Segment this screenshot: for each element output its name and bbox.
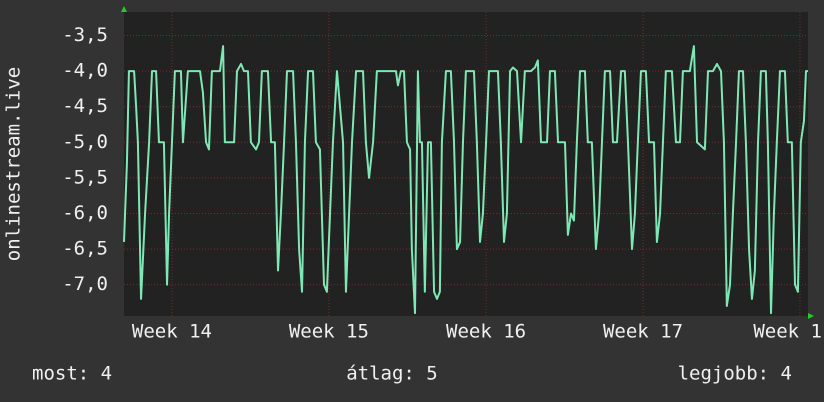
stat-best: legjobb: 4 — [678, 363, 792, 385]
x-tick-label: Week 16 — [446, 321, 526, 343]
y-tick-label: -5,5 — [62, 166, 108, 188]
plot-area — [124, 12, 808, 316]
x-tick-label: Week 1 — [753, 321, 822, 343]
x-tick-label: Week 15 — [289, 321, 369, 343]
x-axis-arrow — [808, 313, 814, 319]
x-tick-label: Week 17 — [603, 321, 683, 343]
y-tick-label: -6,0 — [62, 202, 108, 224]
y-tick-label: -5,0 — [62, 131, 108, 153]
y-tick-label: -6,5 — [62, 238, 108, 260]
y-axis-label: onlinestream.live — [3, 67, 25, 261]
y-tick-label: -7,0 — [62, 273, 108, 295]
y-tick-label: -4,0 — [62, 60, 108, 82]
data-line — [123, 45, 808, 315]
stat-current: most: 4 — [32, 363, 112, 385]
y-tick-label: -4,5 — [62, 95, 108, 117]
y-tick-label: -3,5 — [62, 24, 108, 46]
x-tick-label: Week 14 — [132, 321, 212, 343]
stat-average: átlag: 5 — [346, 363, 438, 385]
y-axis-arrow — [121, 6, 127, 12]
